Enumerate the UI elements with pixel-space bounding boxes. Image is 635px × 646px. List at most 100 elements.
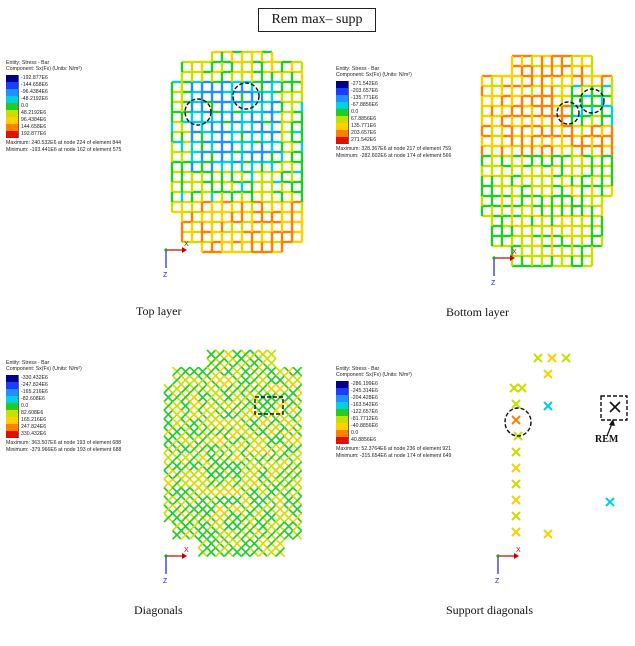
scale-value: 165.216E6 [21,417,47,424]
scale-swatch [336,95,349,103]
bottom-layer-mesh [480,54,614,268]
axis-triad: X Z [491,249,517,287]
scale-swatch [336,116,349,124]
legend-entity: Entity: Stress - Bar [336,66,380,72]
scale-value: -330.432E6 [21,375,48,382]
scale-values: -271.542E6 -203.657E6 -135.771E6 -67.8856E6… [351,81,378,144]
color-scale: -330.432E6 -247.824E6 -165.216E6 -82.608E6 0… [6,375,136,439]
scale-value: -203.657E6 [351,88,378,95]
scale-swatch [336,137,349,145]
axis-triad: X Z [163,547,189,585]
color-scale: -271.542E6 -203.657E6 -135.771E6 -67.8856E6… [336,81,466,145]
scale-value: 48.2192E6 [21,110,47,117]
highlight-circle [232,82,260,110]
scale-value: -245.314E6 [351,388,378,395]
legend-minimum: Minimum: -379.966E6 at node 193 of eleme… [6,446,122,453]
highlight-circle [504,407,532,437]
scale-value: -204.428E6 [351,395,378,402]
top-layer-mesh [170,50,304,254]
scale-value: -40.8856E6 [351,423,378,430]
scale-value: -144.658E6 [21,82,48,89]
highlight-box [254,396,284,415]
scale-value: 82.608E6 [21,410,44,417]
legend-minimum: Minimum: -193.441E6 at node 162 of eleme… [6,146,122,153]
scale-swatch [6,75,19,83]
scale-value: 0.0 [21,403,29,410]
scale-swatch [6,417,19,425]
scale-swatch [6,89,19,97]
scale-swatch [336,130,349,138]
scale-values: -330.432E6 -247.824E6 -165.216E6 -82.608E6 0… [21,375,48,438]
scale-value: 135.771E6 [351,123,377,130]
scale-swatch [336,416,349,424]
scale-value: 0.0 [351,109,359,116]
diagonals-mesh [163,349,303,558]
axis-triad: X Z [163,241,189,279]
scale-swatch [336,381,349,389]
axis-z-label: Z [495,578,500,585]
scale-value: -165.216E6 [21,389,48,396]
scale-swatch [336,109,349,117]
scale-swatch [336,430,349,438]
axis-x-label: X [512,249,517,256]
axis-triad: X Z [495,547,521,585]
scale-value: -192.877E6 [21,75,48,82]
highlight-circle [556,101,580,125]
scale-swatch [6,117,19,125]
scale-swatch [6,424,19,432]
scale-value: 0.0 [21,103,29,110]
scale-swatch [6,375,19,383]
axis-x-label: X [516,547,521,554]
figure-title: Rem max– supp [258,8,376,32]
scale-values: -192.877E6 -144.658E6 -96.4384E6 -48.2192E6… [21,75,48,138]
highlight-circle [184,98,212,126]
legend-component: Component: Sx(Fx) (Units: N/m²) [6,366,82,373]
scale-value: 144.658E6 [21,124,47,131]
scale-value: 203.657E6 [351,130,377,137]
scale-swatch [6,410,19,418]
scale-swatch [6,131,19,139]
panel-top-layer: Entity: Stress - Bar Component: Sx(Fx) (… [6,60,306,340]
scale-value: -271.542E6 [351,81,378,88]
axis-x-label: X [184,241,189,248]
scale-swatch [336,395,349,403]
axis-z-label: Z [163,578,168,585]
rem-arrow-head [609,419,615,426]
scale-value: -82.608E6 [21,396,45,403]
scale-value: 40.8856E6 [351,437,377,444]
axis-x-label: X [184,547,189,554]
scale-value: 192.877E6 [21,131,47,138]
scale-swatch [6,389,19,397]
scale-swatch [336,388,349,396]
scale-swatch [6,431,19,439]
legend-entity: Entity: Stress - Bar [336,366,380,372]
scale-swatch [6,103,19,111]
caption-diagonals: Diagonals [134,603,183,617]
scale-value: 330.432E6 [21,431,47,438]
legend-maximum: Maximum: 52.3764E6 at node 236 of elemen… [336,446,452,453]
scale-swatches [6,375,19,439]
rem-label: REM [595,434,619,445]
scale-value: -96.4384E6 [21,89,48,96]
scale-value: -247.824E6 [21,382,48,389]
scale-value: -135.771E6 [351,95,378,102]
mesh-bars [170,50,304,254]
legend: Entity: Stress - Bar Component: Sx(Fx) (… [336,366,466,459]
scale-value: -286.199E6 [351,381,378,388]
scale-swatch [336,81,349,89]
scale-swatch [6,403,19,411]
color-scale: -286.199E6 -245.314E6 -204.428E6 -163.542E6… [336,381,466,445]
scale-swatch [336,423,349,431]
scale-values: -286.199E6 -245.314E6 -204.428E6 -163.542E6… [351,381,378,444]
caption-bottom-layer: Bottom layer [446,305,509,319]
caption-top-layer: Top layer [136,304,182,318]
scale-swatch [336,102,349,110]
scale-value: 271.542E6 [351,137,377,144]
scale-swatch [6,382,19,390]
highlight-circle [579,88,605,114]
panel-support-diagonals: Entity: Stress - Bar Component: Sx(Fx) (… [336,366,635,646]
scale-value: -122.657E6 [351,409,378,416]
legend: Entity: Stress - Bar Component: Sx(Fx) (… [6,60,136,153]
axis-z-label: Z [163,272,168,279]
legend-entity: Entity: Stress - Bar [6,360,50,366]
